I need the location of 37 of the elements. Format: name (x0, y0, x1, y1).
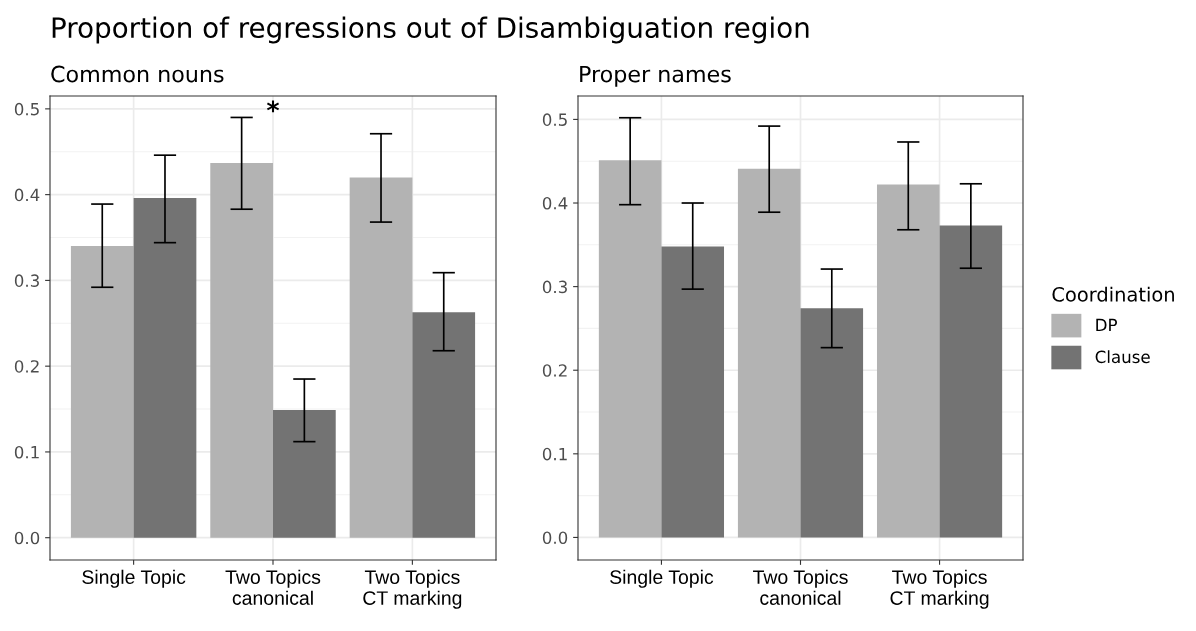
legend-title: Coordination (1052, 286, 1174, 302)
x-tick-label: Single Topic (82, 569, 186, 588)
bar (70, 246, 134, 538)
y-tick-label: 0.2 (14, 360, 39, 373)
x-tick-label: Two Topics CT marking (890, 569, 989, 609)
y-tick-label: 0.5 (14, 102, 39, 116)
y-tick-label: 0.5 (542, 113, 567, 126)
legend-label: Clause (1095, 350, 1150, 364)
y-tick-label: 0.3 (14, 274, 39, 287)
chart-subtitle: Common nouns (51, 65, 224, 83)
x-tick-label: Two Topics canonical (225, 569, 321, 605)
bar (412, 312, 476, 538)
y-tick-label: 0.4 (542, 196, 568, 210)
legend-label: DP (1096, 318, 1117, 331)
bar (800, 308, 864, 538)
bar (273, 409, 336, 538)
bar (876, 184, 940, 538)
annotation: * (266, 100, 280, 113)
bar (939, 225, 1003, 538)
y-tick-label: 0.2 (542, 364, 567, 377)
chart-subtitle: Proper names (580, 65, 731, 87)
x-tick-label: Two Topics CT marking (363, 569, 462, 609)
bar (737, 168, 801, 538)
y-tick-label: 0.0 (14, 531, 40, 545)
y-tick-label: 0.0 (542, 531, 568, 544)
bar (210, 162, 273, 538)
bar (661, 246, 725, 538)
y-tick-label: 0.1 (542, 447, 567, 461)
y-tick-label: 0.1 (14, 445, 39, 459)
chart-title: Proportion of regressions out of Disambiguation region (52, 16, 809, 44)
y-tick-label: 0.4 (14, 188, 40, 202)
x-tick-label: Single Topic (610, 569, 714, 588)
x-tick-label: Two Topics canonical (753, 569, 848, 605)
bar (598, 160, 662, 538)
bar (349, 177, 413, 538)
bar (133, 198, 197, 538)
y-tick-label: 0.3 (542, 280, 567, 294)
